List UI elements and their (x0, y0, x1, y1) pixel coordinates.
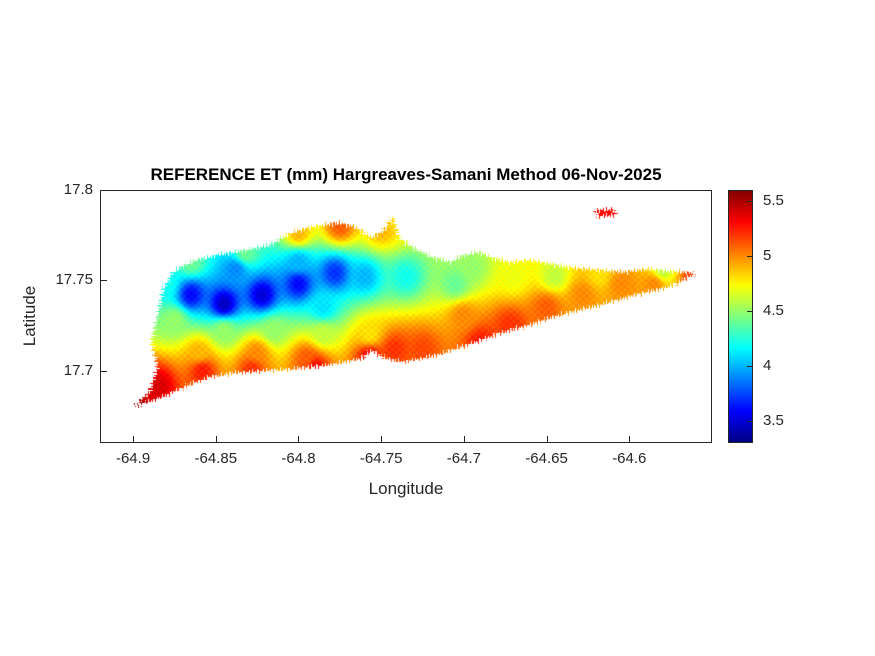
y-tick-mark (101, 190, 107, 191)
y-tick-mark (101, 280, 107, 282)
x-tick-mark (381, 436, 383, 442)
x-tick-label: -64.6 (612, 450, 647, 467)
colorbar-tick-label: 4.5 (763, 302, 784, 319)
colorbar-tick-mark (747, 256, 752, 257)
x-tick-label: -64.9 (115, 450, 151, 467)
x-tick-mark (133, 436, 135, 442)
heatmap-canvas (100, 190, 712, 443)
x-tick-label: -64.85 (194, 450, 238, 467)
y-tick-label: 17.7 (63, 361, 93, 379)
colorbar-tick-mark (747, 421, 752, 422)
x-tick-mark (546, 436, 548, 442)
x-tick-mark (463, 436, 465, 442)
colorbar-tick-mark (747, 201, 752, 202)
plot-title: REFERENCE ET (mm) Hargreaves-Samani Meth… (150, 165, 662, 184)
colorbar-tick-label: 3.5 (763, 412, 784, 429)
x-tick-mark (629, 436, 631, 442)
y-tick-label: 17.75 (55, 271, 93, 289)
x-tick-label: -64.75 (359, 450, 403, 467)
colorbar-tick-mark (747, 366, 752, 367)
colorbar-canvas (728, 190, 753, 443)
x-tick-mark (215, 436, 217, 442)
colorbar-tick-label: 5 (763, 247, 772, 264)
x-axis-label: Longitude (368, 479, 444, 498)
colorbar-tick-mark (747, 311, 752, 312)
x-tick-label: -64.7 (446, 450, 481, 467)
y-tick-label: 17.8 (63, 181, 93, 198)
colorbar-tick-label: 4 (763, 357, 772, 374)
x-tick-mark (298, 436, 300, 442)
x-tick-label: -64.65 (525, 450, 568, 467)
y-tick-mark (101, 370, 107, 372)
x-tick-label: -64.8 (281, 450, 316, 467)
colorbar-tick-label: 5.5 (763, 192, 784, 209)
